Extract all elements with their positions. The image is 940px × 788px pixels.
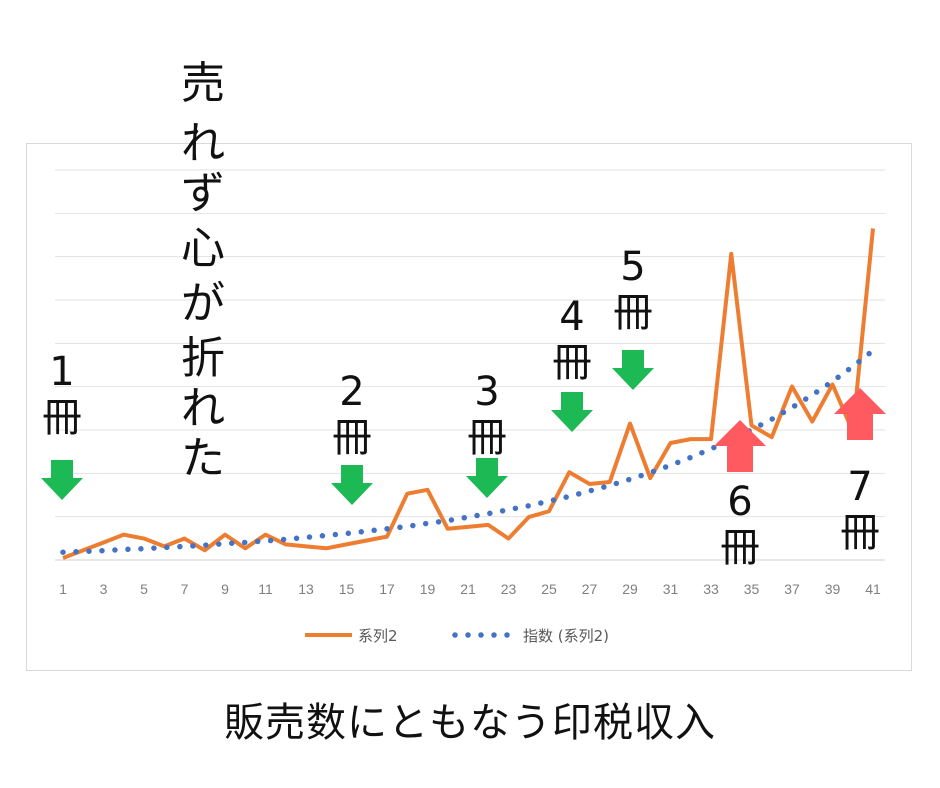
x-tick-label: 39 (825, 581, 841, 597)
chart-frame (26, 143, 912, 671)
x-tick-labels: 1 3 5 7 9 11 13 15 17 19 21 23 25 27 29 31 33 35 37 39 41 (59, 581, 881, 597)
x-tick-label: 7 (181, 581, 189, 597)
book-count-unit: 冊 (467, 415, 507, 461)
green-down-arrow-icon (612, 350, 654, 390)
x-tick-label: 31 (663, 581, 679, 597)
book-count-number: 2 (339, 369, 364, 415)
book-count-unit: 冊 (840, 510, 880, 556)
x-tick-label: 41 (865, 581, 881, 597)
x-tick-label: 33 (703, 581, 719, 597)
chart-svg: 1 3 5 7 9 11 13 15 17 19 21 23 25 27 29 31 33 35 37 39 41 系列… (41, 58, 886, 645)
vertical-annotation-char: 折 (181, 333, 225, 384)
book-count-number: 5 (620, 244, 645, 290)
legend-label-1: 系列2 (358, 627, 398, 645)
red-up-arrow-icon (834, 388, 886, 440)
x-tick-label: 21 (460, 581, 476, 597)
x-tick-label: 15 (339, 581, 355, 597)
x-tick-label: 3 (100, 581, 108, 597)
series-line-1 (62, 228, 875, 560)
vertical-annotation-char: た (181, 433, 225, 484)
green-down-arrow-icon (41, 460, 83, 500)
book-count-unit: 冊 (42, 395, 82, 441)
green-down-arrow-icon (331, 465, 373, 505)
x-tick-label: 35 (744, 581, 760, 597)
green-down-arrow-icon (551, 392, 593, 432)
caption: 販売数にともなう印税収入 (224, 700, 716, 746)
green-down-arrow-icon (466, 458, 508, 498)
x-tick-label: 19 (420, 581, 436, 597)
book-count-unit: 冊 (332, 415, 372, 461)
x-tick-label: 29 (622, 581, 638, 597)
book-count-unit: 冊 (552, 340, 592, 386)
x-tick-label: 1 (59, 581, 67, 597)
red-up-arrow-icon (714, 420, 766, 472)
vertical-annotation-char: が (181, 278, 225, 329)
book-count-number: 6 (727, 479, 752, 525)
book-count-number: 3 (474, 369, 499, 415)
vertical-annotation-char: れ (181, 383, 225, 434)
x-tick-label: 9 (221, 581, 229, 597)
book-count-number: 1 (49, 349, 74, 395)
x-tick-label: 37 (784, 581, 800, 597)
legend: 系列2 指数 (系列2) (305, 627, 609, 645)
book-count-unit: 冊 (613, 290, 653, 336)
x-tick-label: 17 (379, 581, 395, 597)
x-tick-label: 27 (582, 581, 598, 597)
book-count-number: 7 (847, 464, 872, 510)
x-tick-label: 23 (501, 581, 517, 597)
vertical-annotation-char: 心 (181, 223, 225, 274)
x-tick-label: 25 (541, 581, 557, 597)
vertical-annotation-char: 売 (181, 58, 225, 109)
vertical-annotation-char: ず (181, 168, 225, 219)
x-tick-label: 5 (140, 581, 148, 597)
x-tick-label: 13 (298, 581, 314, 597)
legend-label-2: 指数 (系列2) (523, 627, 609, 645)
book-count-number: 4 (559, 294, 584, 340)
x-tick-label: 11 (258, 581, 273, 597)
gridlines (55, 169, 885, 561)
book-count-unit: 冊 (720, 525, 760, 571)
vertical-annotation-char: れ (181, 118, 225, 169)
